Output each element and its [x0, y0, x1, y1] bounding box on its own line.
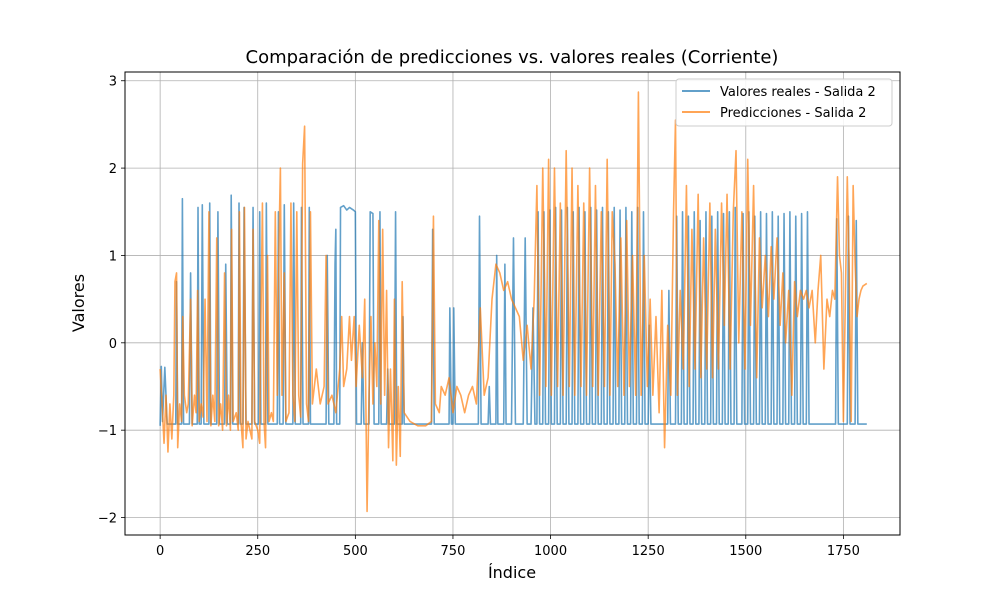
y-tick-label: 3 — [109, 75, 117, 90]
chart-title: Comparación de predicciones vs. valores … — [246, 47, 779, 68]
x-tick-label: 250 — [245, 544, 270, 559]
x-tick-label: 0 — [156, 544, 164, 559]
y-axis-ticks: −2 −1 0 1 2 3 — [98, 75, 125, 527]
x-tick-label: 1250 — [632, 544, 665, 559]
x-axis-label: Índice — [488, 563, 536, 582]
y-tick-label: 1 — [109, 249, 117, 264]
y-axis-label: Valores — [69, 274, 88, 332]
legend-label-predicciones: Predicciones - Salida 2 — [720, 106, 866, 121]
y-tick-label: −2 — [98, 512, 117, 527]
y-tick-label: −1 — [98, 424, 117, 439]
y-tick-label: 0 — [109, 337, 117, 352]
legend: Valores reales - Salida 2 Predicciones -… — [675, 78, 893, 127]
x-tick-label: 500 — [343, 544, 368, 559]
x-axis-ticks: 0 250 500 750 1000 1250 1500 1750 — [156, 535, 860, 559]
x-tick-label: 1500 — [729, 544, 762, 559]
y-tick-label: 2 — [109, 162, 117, 177]
legend-box — [675, 78, 893, 127]
series-layer — [159, 91, 868, 513]
x-tick-label: 1750 — [827, 544, 860, 559]
x-tick-label: 1000 — [534, 544, 567, 559]
plot-frame — [124, 71, 901, 536]
legend-label-valores-reales: Valores reales - Salida 2 — [720, 85, 876, 100]
x-tick-label: 750 — [441, 544, 466, 559]
series-line-predicciones — [159, 91, 868, 513]
